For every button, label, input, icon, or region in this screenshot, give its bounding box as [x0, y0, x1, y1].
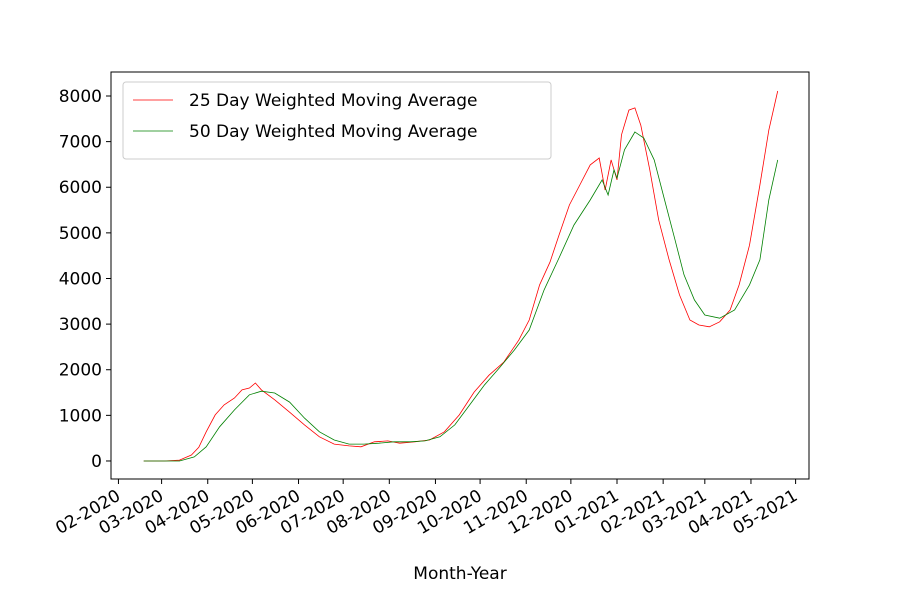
- legend: 25 Day Weighted Moving Average 50 Day Wei…: [122, 81, 552, 160]
- legend-label: 25 Day Weighted Moving Average: [189, 91, 478, 111]
- y-tick-label: 6000: [59, 178, 102, 198]
- x-axis-label: Month-Year: [413, 564, 506, 584]
- y-tick-label: 5000: [59, 224, 102, 244]
- y-tick-label: 7000: [59, 133, 102, 153]
- data-line: [143, 90, 779, 462]
- y-tick-label: 3000: [59, 315, 102, 335]
- y-tick-label: 8000: [59, 87, 102, 107]
- y-tick-label: 4000: [59, 269, 102, 289]
- y-tick-label: 2000: [59, 361, 102, 381]
- data-line: [143, 131, 779, 462]
- axes-frame: [110, 71, 810, 480]
- y-tick-label: 0: [91, 452, 102, 472]
- legend-box: [122, 81, 552, 160]
- y-tick-label: 1000: [59, 406, 102, 426]
- legend-label: 50 Day Weighted Moving Average: [189, 122, 478, 142]
